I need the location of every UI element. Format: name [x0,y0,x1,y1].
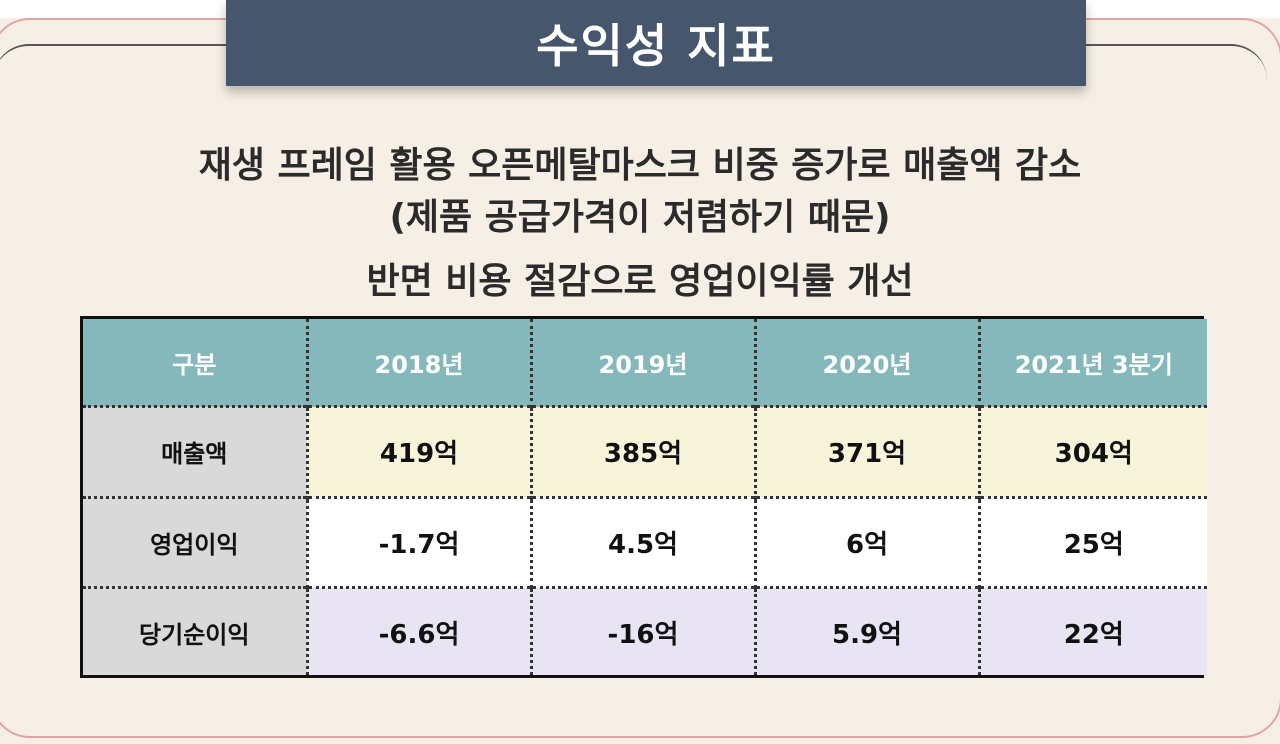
subtitle-line-3: 반면 비용 절감으로 영업이익률 개선 [366,261,914,302]
net-income-2020: 5.9억 [753,586,979,675]
header-category: 구분 [83,319,307,407]
profitability-table: 구분 2018년 2019년 2020년 2021년 3분기 매출액 419억 … [80,316,1207,678]
sales-2019: 385억 [529,405,755,498]
subtitle-line-2: (제품 공급가격이 저렴하기 때문) [389,197,891,238]
header-2020: 2020년 [753,319,979,407]
subtitle-line-1: 재생 프레임 활용 오픈메탈마스크 비중 증가로 매출액 감소 [198,145,1082,186]
table-row-operating-profit: 영업이익 -1.7억 4.5억 6억 25억 [83,495,1207,588]
table-row-net-income: 당기순이익 -6.6억 -16억 5.9억 22억 [83,586,1207,675]
header-2018: 2018년 [305,319,531,407]
operating-profit-2020: 6억 [753,495,979,588]
net-income-2018: -6.6억 [305,586,531,675]
row-label-sales: 매출액 [83,405,307,498]
net-income-2021-q3: 22억 [977,586,1207,675]
page-title: 수익성 지표 [536,19,776,73]
row-label-net-income: 당기순이익 [83,586,307,675]
table-row-sales: 매출액 419억 385억 371억 304억 [83,405,1207,498]
sales-2021-q3: 304억 [977,405,1207,498]
operating-profit-2021-q3: 25억 [977,495,1207,588]
header-2019: 2019년 [529,319,755,407]
operating-profit-2018: -1.7억 [305,495,531,588]
profitability-table-grid: 구분 2018년 2019년 2020년 2021년 3분기 매출액 419억 … [83,319,1207,675]
row-label-operating-profit: 영업이익 [83,495,307,588]
table-header-row: 구분 2018년 2019년 2020년 2021년 3분기 [83,319,1207,407]
sales-2018: 419억 [305,405,531,498]
sales-2020: 371억 [753,405,979,498]
operating-profit-2019: 4.5억 [529,495,755,588]
title-banner: 수익성 지표 [226,0,1086,86]
net-income-2019: -16억 [529,586,755,675]
header-2021-q3: 2021년 3분기 [977,319,1207,407]
